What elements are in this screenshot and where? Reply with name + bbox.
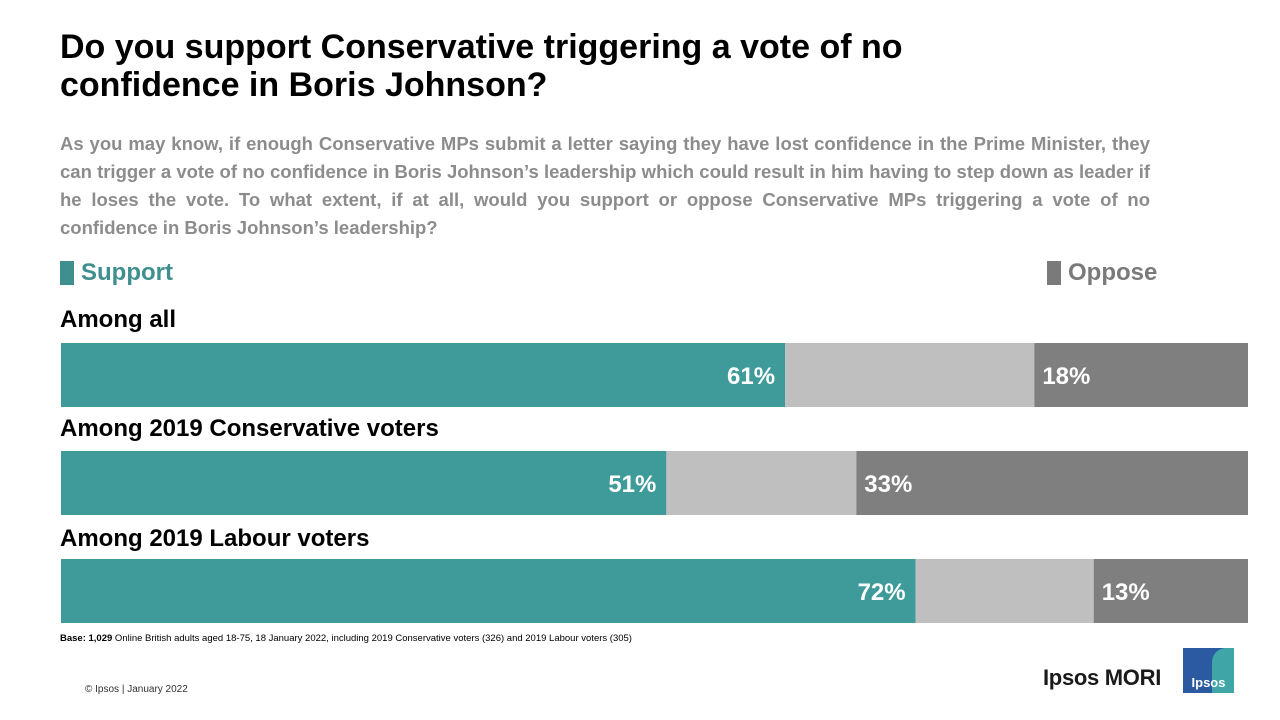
legend-support: Support [60,257,173,289]
legend-support-swatch [60,261,74,285]
data-label-oppose-0: 18% [1042,363,1090,390]
data-label-oppose-1: 33% [864,471,912,498]
bar-support-0 [61,343,786,407]
group-label-all: Among all [60,306,177,333]
bar-neither-2 [915,559,1094,623]
legend-oppose-label: Oppose [1068,259,1158,286]
group-label-labour: Among 2019 Labour voters [60,525,370,552]
legend-oppose-swatch [1047,261,1061,285]
bar-oppose-0 [1034,343,1248,407]
bar-neither-1 [666,451,857,515]
question-text: As you may know, if enough Conservative … [60,133,1150,238]
bar-support-2 [61,559,916,623]
bar-support-1 [61,451,667,515]
bar-oppose-2 [1093,559,1248,623]
brand-name: Ipsos MORI [1043,665,1162,690]
base-note-text: Online British adults aged 18-75, 18 Jan… [112,633,632,644]
legend-support-label: Support [81,259,173,286]
group-label-conservative: Among 2019 Conservative voters [60,415,439,442]
ipsos-logo: Ipsos [1183,648,1234,693]
legend-oppose: Oppose [1047,257,1157,289]
base-note-bold: Base: 1,029 [60,633,113,644]
copyright: © Ipsos | January 2022 [85,684,188,695]
base-note: Base: 1,029 Online British adults aged 1… [60,633,632,644]
data-label-support-1: 51% [608,471,656,498]
chart-title: Do you support Conservative triggering a… [60,28,903,104]
bar-oppose-1 [856,451,1248,515]
data-label-support-0: 61% [727,363,775,390]
data-label-support-2: 72% [858,579,906,606]
bar-neither-0 [785,343,1035,407]
data-label-oppose-2: 13% [1102,579,1150,606]
logo-text: Ipsos [1191,675,1226,690]
logo-accent [1212,648,1234,693]
